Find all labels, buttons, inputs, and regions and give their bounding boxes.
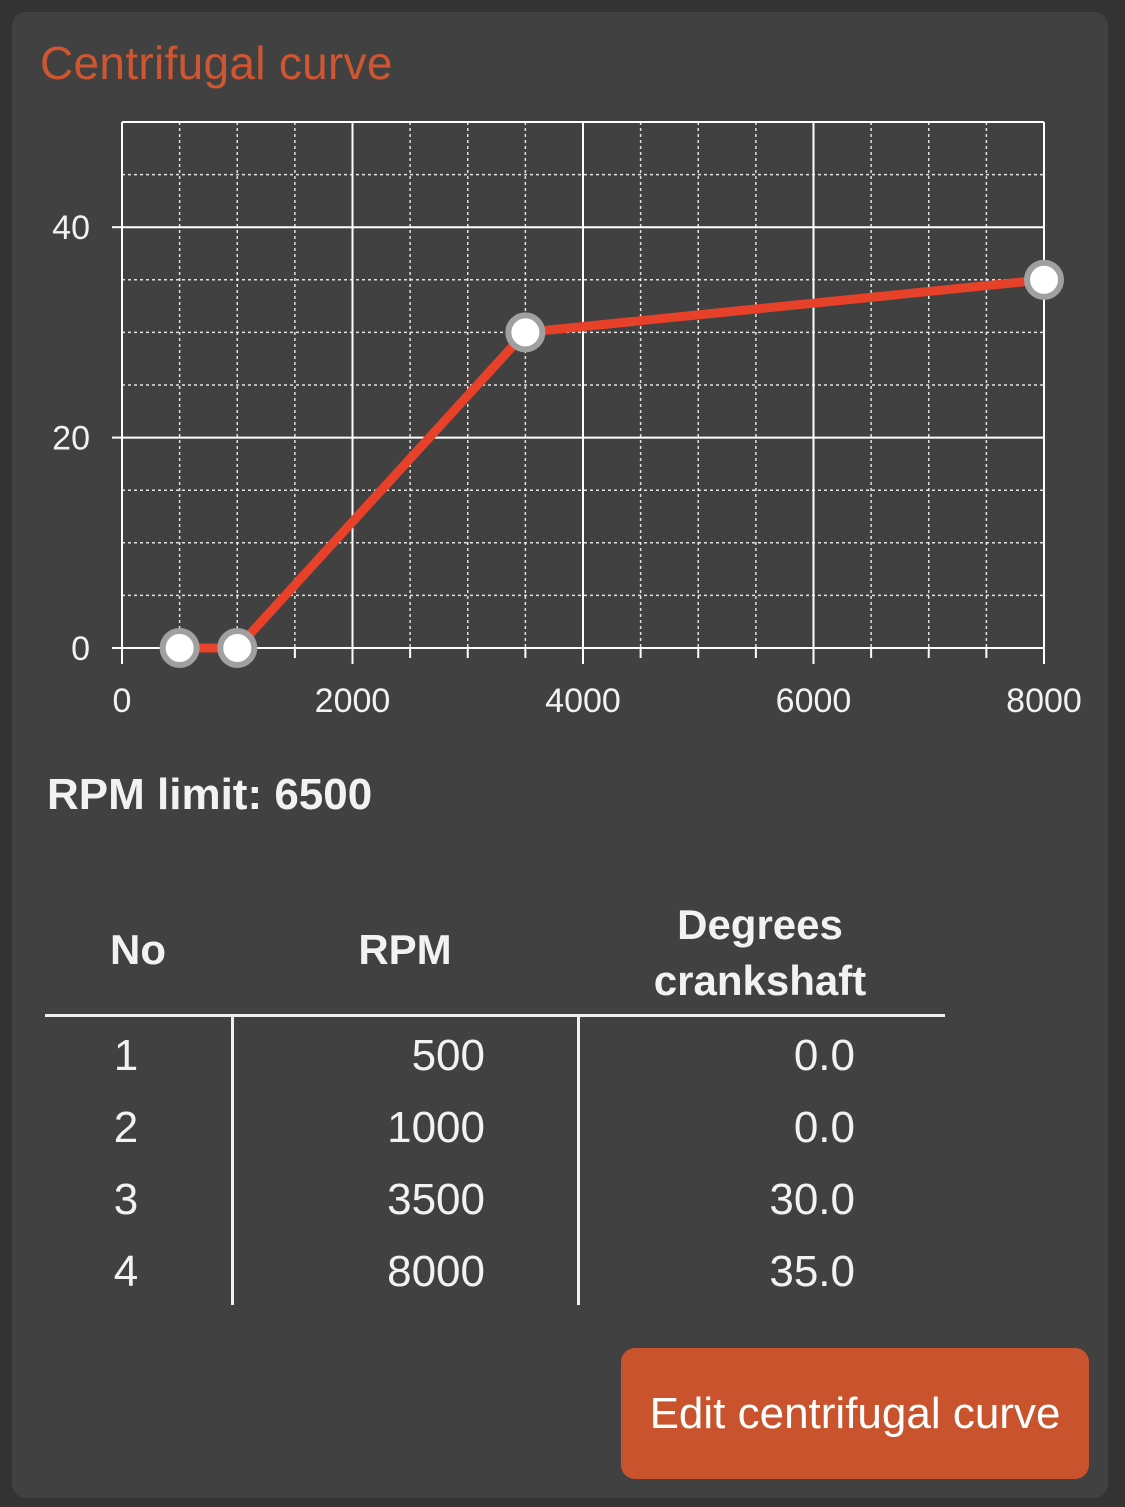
curve-series-line — [175, 275, 1049, 653]
row-rpm: 8000 — [387, 1247, 485, 1296]
table-column-divider-1 — [231, 1017, 234, 1305]
row-no: 2 — [113, 1103, 139, 1152]
column-header-degrees-crankshaft: Degrees crankshaft — [620, 897, 900, 1009]
table-header-divider — [45, 1014, 945, 1017]
row-degrees: 0.0 — [793, 1103, 855, 1152]
rpm-limit-label: RPM limit: 6500 — [47, 770, 373, 819]
table-row: 4 8000 35.0 — [12, 1236, 1012, 1308]
x-tick-label: 8000 — [1006, 682, 1082, 720]
edit-centrifugal-curve-button[interactable]: Edit centrifugal curve — [621, 1348, 1089, 1479]
column-header-degrees-line2: crankshaft — [653, 957, 867, 1004]
row-degrees: 35.0 — [769, 1247, 855, 1296]
row-no: 4 — [113, 1247, 139, 1296]
card-title: Centrifugal curve — [40, 37, 393, 89]
row-degrees: 0.0 — [793, 1031, 855, 1080]
curve-data-point — [217, 628, 258, 668]
x-tick-label: 4000 — [545, 682, 621, 720]
centrifugal-curve-card: Centrifugal curve 0 2000 4000 6000 8000 0 20 40… — [12, 12, 1108, 1498]
y-tick-label: 20 — [52, 420, 90, 458]
x-tick-label: 2000 — [315, 682, 391, 720]
table-row: 2 1000 0.0 — [12, 1092, 1012, 1164]
row-degrees: 30.0 — [769, 1175, 855, 1224]
row-no: 3 — [113, 1175, 139, 1224]
column-header-no: No — [110, 926, 166, 973]
curve-data-point — [505, 312, 546, 353]
row-rpm: 3500 — [387, 1175, 485, 1224]
x-tick-label: 0 — [113, 682, 132, 720]
x-tick-label: 6000 — [776, 682, 852, 720]
y-tick-label: 0 — [71, 630, 90, 668]
column-header-degrees-line1: Degrees — [677, 901, 843, 948]
curve-data-point — [1024, 259, 1064, 300]
table-row: 1 500 0.0 — [12, 1020, 1012, 1092]
table-column-divider-2 — [577, 1017, 580, 1305]
row-rpm: 1000 — [387, 1103, 485, 1152]
centrifugal-curve-chart: 0 2000 4000 6000 8000 0 20 40 — [52, 121, 1082, 720]
column-header-rpm: RPM — [358, 926, 452, 973]
table-row: 3 3500 30.0 — [12, 1164, 1012, 1236]
y-tick-label: 40 — [52, 209, 90, 247]
curve-data-point — [159, 628, 200, 668]
row-rpm: 500 — [411, 1031, 485, 1080]
row-no: 1 — [113, 1031, 139, 1080]
